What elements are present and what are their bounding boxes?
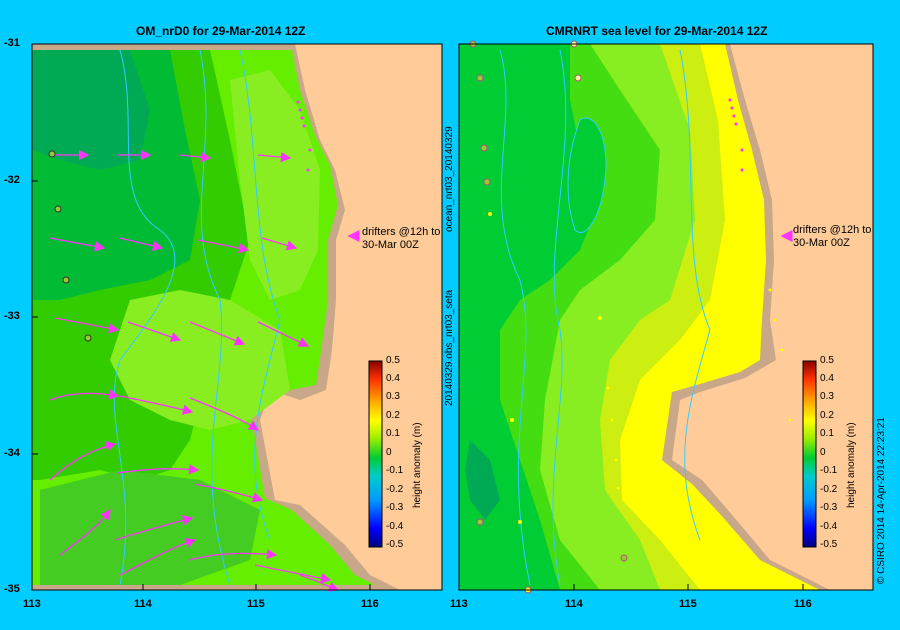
right-contour-3	[679, 49, 711, 541]
x-tick-label: 114	[134, 598, 152, 610]
right-panel-title: CMRNRT sea level for 29-Mar-2014 12Z	[546, 24, 768, 38]
obs-run-label: 20140329.obs_nrt03_seta	[444, 289, 455, 406]
left-colorbar-label: height anomaly (m)	[412, 422, 423, 508]
x-tick-label: 113	[23, 598, 41, 610]
colorbar-tick: -0.4	[820, 521, 838, 532]
x-tick-label: 116	[361, 598, 379, 610]
colorbar-tick: 0.3	[386, 391, 400, 402]
colorbar-tick: -0.3	[820, 502, 838, 513]
colorbar-tick: 0.3	[820, 391, 834, 402]
left-sea-darker	[32, 50, 150, 170]
left-map-panel	[31, 43, 443, 592]
x-tick-label: 114	[565, 598, 583, 610]
colorbar-tick: -0.4	[386, 521, 404, 532]
x-tick-label: 115	[679, 598, 697, 610]
right-sea-darkpatch	[465, 440, 500, 520]
left-contour-2	[199, 49, 231, 586]
right-eddy	[567, 117, 607, 233]
colorbar-tick: 0.5	[820, 355, 834, 366]
x-tick-label: 115	[247, 598, 265, 610]
left-colorbar	[368, 360, 383, 548]
left-annotation-line2: 30-Mar 00Z	[362, 239, 419, 251]
right-annotation-line2: 30-Mar 00Z	[793, 237, 850, 249]
y-tick-label: -33	[4, 310, 20, 322]
colorbar-tick: 0.2	[820, 410, 834, 421]
colorbar-tick: 0.4	[386, 373, 400, 384]
left-drifter-annotation: drifters @12h to 30-Mar 00Z	[362, 226, 440, 252]
colorbar-tick: -0.2	[820, 484, 838, 495]
left-station-markers	[48, 150, 92, 342]
colorbar-tick: 0.2	[386, 410, 400, 421]
tick-marks	[31, 43, 804, 591]
colorbar-tick: 0	[386, 447, 392, 458]
colorbar-tick: -0.3	[386, 502, 404, 513]
right-colorbar-label: height anomaly (m)	[846, 422, 857, 508]
right-coast-drifters	[728, 98, 744, 172]
left-drifter-arrows	[49, 149, 340, 592]
colorbar-tick: 0.1	[820, 428, 834, 439]
right-drifter-annotation: drifters @12h to 30-Mar 00Z	[793, 224, 871, 250]
y-tick-label: -32	[4, 174, 20, 186]
colorbar-tick: 0.4	[820, 373, 834, 384]
left-annotation-line1: drifters @12h to	[362, 226, 441, 238]
colorbar-tick: -0.1	[386, 465, 404, 476]
colorbar-tick: 0.1	[386, 428, 400, 439]
left-sea-light-patch	[110, 290, 290, 430]
colorbar-tick: -0.5	[386, 539, 404, 550]
left-contour-3	[239, 49, 281, 541]
colorbar-tick: -0.5	[820, 539, 838, 550]
colorbar-tick: -0.1	[820, 465, 838, 476]
colorbar-tick: 0	[820, 447, 826, 458]
model-run-label: ocean_nrt03_20140329	[444, 126, 455, 232]
colorbar-tick: -0.2	[386, 484, 404, 495]
left-coast-drifters	[296, 100, 312, 172]
right-colorbar	[802, 360, 817, 548]
y-tick-label: -31	[4, 37, 20, 49]
right-obs-dots	[488, 212, 792, 524]
right-contour-2	[552, 49, 567, 586]
left-panel-title: OM_nrD0 for 29-Mar-2014 12Z	[136, 24, 306, 38]
right-map-panel	[458, 40, 874, 594]
right-sea-darkgreen	[459, 44, 600, 590]
right-annotation-line1: drifters @12h to	[793, 224, 872, 236]
left-sea-light-patch-2	[230, 70, 320, 300]
x-tick-label: 116	[794, 598, 812, 610]
right-frame	[458, 43, 874, 591]
colorbar-tick: 0.5	[386, 355, 400, 366]
y-tick-label: -34	[4, 447, 20, 459]
x-tick-label: 113	[450, 598, 468, 610]
y-tick-label: -35	[4, 583, 20, 595]
credit-label: © CSIRO 2014 14-Apr-2014 22:23:21	[876, 417, 887, 584]
right-contour-1	[499, 49, 531, 586]
